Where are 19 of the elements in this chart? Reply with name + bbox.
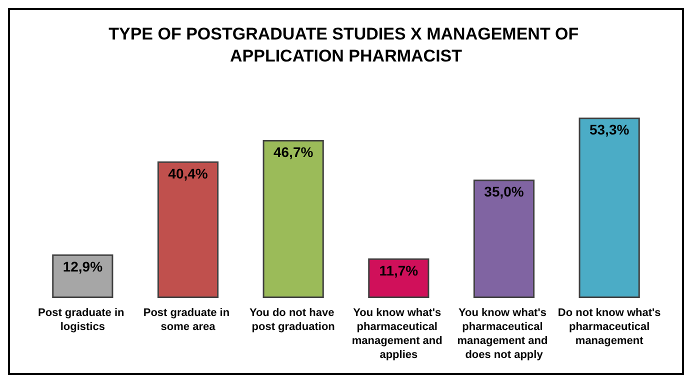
bar [473,180,535,298]
bar [578,118,640,298]
data-label: 53,3% [589,122,630,138]
data-label: 46,7% [273,144,314,160]
bar [262,140,324,298]
data-label: 35,0% [484,184,524,200]
x-tick-label: You do not have post graduation [249,307,338,333]
x-tick-label: Do not know what's pharmaceutical management [558,307,661,347]
bar [368,258,430,298]
chart-title: TYPE OF POSTGRADUATE STUDIES X MANAGEMENT OF APPLICATION PHARMACIST [108,24,584,66]
bar [52,254,114,298]
x-tick-label: You know what's pharmaceutical management and applies [352,307,446,361]
bar [157,161,219,298]
x-tick-label: Post graduate in some area [143,307,233,333]
x-tick-label: Post graduate in logistics [38,307,128,333]
data-label: 11,7% [379,262,419,278]
data-label: 12,9% [62,258,104,274]
data-label: 40,4% [168,165,208,182]
x-tick-label: You know what's pharmaceutical management and does not apply [457,307,551,361]
